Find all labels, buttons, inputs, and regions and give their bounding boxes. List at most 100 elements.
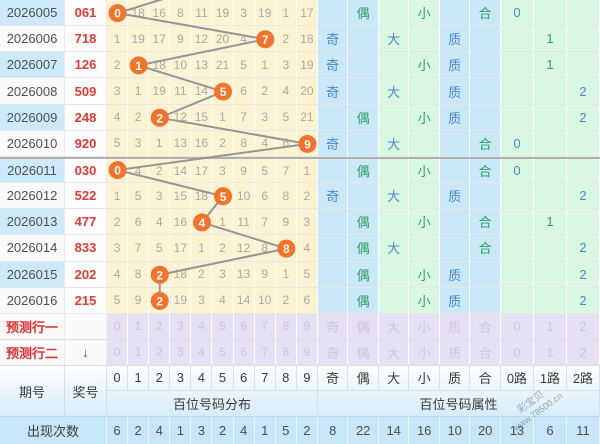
ghost-road-cell: 2 <box>566 313 600 339</box>
period-header: 期号 <box>0 365 65 417</box>
ghost-digit-cell: 8 <box>275 313 297 339</box>
attr-cell: 大 <box>378 235 410 261</box>
attr-cell: 质 <box>439 183 471 209</box>
miss-cell: 6 <box>233 78 255 104</box>
miss-cell: 9 <box>170 26 192 52</box>
miss-cell <box>149 104 171 130</box>
draw-number-cell: 920 <box>65 130 107 156</box>
draw-row: 2026010 920 5 3 1 13 16 2 8 4 6 奇 大 合 0 <box>0 130 600 157</box>
ghost-attr-cell: 小 <box>409 313 440 339</box>
miss-cell: 4 <box>107 104 129 130</box>
miss-cell: 6 <box>128 209 150 235</box>
attr-cell <box>317 287 349 313</box>
draw-number-cell: 030 <box>65 158 107 183</box>
count-cell: 6 <box>107 416 129 444</box>
attr-cell: 合 <box>470 0 501 26</box>
count-cell: 16 <box>409 416 440 444</box>
draw-row: 2026008 509 3 1 19 11 14 6 2 4 20 奇大质 2 <box>0 78 600 105</box>
road-cell: 2 <box>566 78 600 104</box>
draw-row: 2026014 833 3 7 5 17 1 2 12 8 4 偶大合 2 <box>0 235 600 262</box>
road-cell <box>533 183 567 209</box>
count-cell: 22 <box>348 416 379 444</box>
miss-cell <box>149 261 171 287</box>
down-arrow-icon[interactable]: ↓ <box>65 339 107 365</box>
period-cell: 2026008 <box>0 78 65 104</box>
road-cell <box>566 0 600 26</box>
miss-cell: 4 <box>149 209 171 235</box>
miss-cell: 3 <box>296 209 318 235</box>
ghost-digit-cell: 0 <box>107 313 129 339</box>
road-cell <box>533 0 567 26</box>
attr-cell: 小 <box>409 0 440 26</box>
miss-cell: 18 <box>296 26 318 52</box>
attr-cell: 小 <box>409 261 440 287</box>
miss-cell <box>191 209 213 235</box>
ghost-attr-cell: 小 <box>409 339 440 365</box>
miss-cell: 9 <box>128 287 150 313</box>
draw-row: 2026009 248 4 2 12 15 1 7 3 5 21 偶小质 2 <box>0 104 600 131</box>
miss-cell: 6 <box>254 183 276 209</box>
miss-cell: 5 <box>254 158 276 183</box>
miss-cell: 13 <box>233 261 255 287</box>
road-cell <box>500 209 534 235</box>
attr-cell <box>470 52 501 78</box>
miss-cell: 2 <box>128 104 150 130</box>
count-cell: 11 <box>567 416 600 444</box>
ghost-digit-cell: 3 <box>170 313 192 339</box>
miss-cell: 8 <box>275 183 297 209</box>
digit-column-header: 3 <box>170 365 192 390</box>
attr-cell: 奇 <box>317 52 349 78</box>
draw-row: 2026007 126 2 18 10 13 21 5 1 3 19 奇小质 1 <box>0 52 600 79</box>
attr-cell <box>439 130 471 156</box>
ghost-attr-cell: 质 <box>439 313 471 339</box>
miss-cell: 1 <box>128 78 150 104</box>
attr-cell <box>378 261 410 287</box>
ghost-digit-cell: 4 <box>191 313 213 339</box>
miss-cell: 8 <box>254 235 276 261</box>
attr-cell <box>439 209 471 235</box>
miss-cell <box>107 0 129 26</box>
miss-cell <box>275 235 297 261</box>
miss-cell: 17 <box>149 26 171 52</box>
attr-cell: 合 <box>470 130 501 156</box>
road-cell: 0 <box>500 130 534 156</box>
attr-cell: 偶 <box>348 209 379 235</box>
period-cell: 2026005 <box>0 0 65 26</box>
attr-cell <box>439 158 471 183</box>
attr-cell: 质 <box>439 52 471 78</box>
ghost-attr-cell: 偶 <box>348 313 379 339</box>
miss-cell: 4 <box>107 261 129 287</box>
miss-cell: 2 <box>296 183 318 209</box>
road-cell <box>566 209 600 235</box>
digit-column-header: 5 <box>212 365 234 390</box>
miss-cell: 16 <box>191 130 213 156</box>
miss-cell: 5 <box>233 52 255 78</box>
miss-cell: 7 <box>233 104 255 130</box>
miss-cell: 19 <box>170 287 192 313</box>
draw-number-cell: 509 <box>65 78 107 104</box>
miss-cell: 10 <box>254 287 276 313</box>
attr-cell <box>348 26 379 52</box>
count-cell: 3 <box>191 416 213 444</box>
road-cell <box>500 104 534 130</box>
miss-cell: 17 <box>170 235 192 261</box>
road-cell <box>566 52 600 78</box>
miss-cell: 4 <box>233 26 255 52</box>
miss-cell: 2 <box>107 209 129 235</box>
attr-cell <box>317 104 349 130</box>
attr-cell <box>409 78 440 104</box>
draw-number-cell: 215 <box>65 287 107 313</box>
digit-column-header: 2 <box>149 365 171 390</box>
attr-cell <box>378 0 410 26</box>
miss-cell: 8 <box>170 0 192 26</box>
miss-cell <box>212 183 234 209</box>
miss-cell: 12 <box>170 104 192 130</box>
miss-cell: 4 <box>128 158 150 183</box>
road-cell: 0 <box>500 0 534 26</box>
miss-cell: 15 <box>170 183 192 209</box>
ghost-digit-cell: 2 <box>149 313 171 339</box>
road-cell <box>533 78 567 104</box>
miss-cell: 19 <box>149 78 171 104</box>
attr-column-header: 小 <box>409 365 440 390</box>
